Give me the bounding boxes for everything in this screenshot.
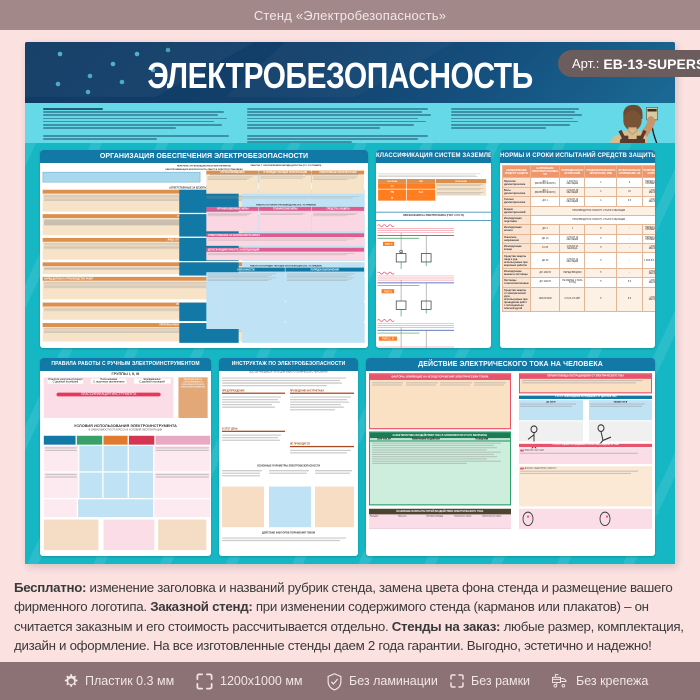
svg-text:ТИП С, S: ТИП С, S (382, 337, 394, 341)
svg-text:ТИП 1: ТИП 1 (385, 242, 393, 246)
svg-text:ТИП 2: ТИП 2 (384, 289, 392, 293)
